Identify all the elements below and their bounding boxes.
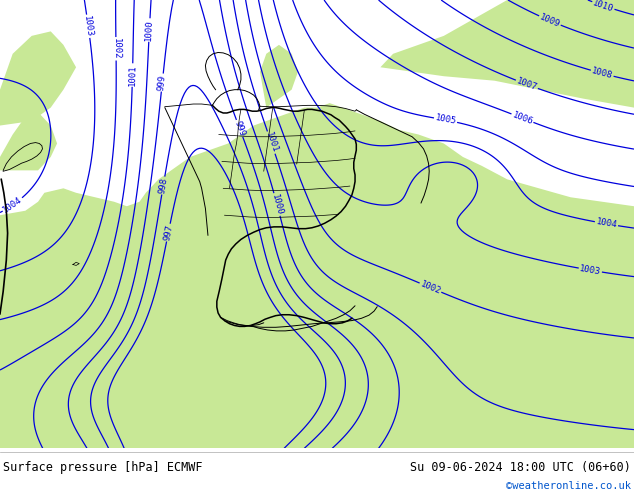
Text: 1004: 1004	[595, 218, 618, 230]
Text: 1001: 1001	[127, 64, 137, 86]
Text: 1003: 1003	[579, 264, 602, 276]
Text: 1000: 1000	[145, 19, 155, 41]
Text: 1000: 1000	[270, 193, 284, 216]
Text: Surface pressure [hPa] ECMWF: Surface pressure [hPa] ECMWF	[3, 461, 203, 474]
Text: 999: 999	[157, 74, 167, 91]
Text: 1008: 1008	[591, 66, 614, 80]
Text: 1006: 1006	[511, 110, 534, 126]
Text: 998: 998	[157, 177, 169, 194]
Text: ©weatheronline.co.uk: ©weatheronline.co.uk	[506, 481, 631, 490]
Polygon shape	[260, 45, 298, 108]
Text: 1002: 1002	[112, 38, 120, 60]
Polygon shape	[380, 0, 634, 108]
Text: 1009: 1009	[538, 12, 562, 29]
Text: 1005: 1005	[434, 114, 457, 126]
Polygon shape	[0, 112, 57, 171]
Text: 1007: 1007	[515, 76, 538, 93]
Polygon shape	[0, 31, 76, 125]
Text: 1002: 1002	[419, 279, 442, 296]
Text: 999: 999	[233, 119, 247, 138]
Text: 1004: 1004	[1, 195, 24, 215]
Polygon shape	[0, 103, 634, 448]
Text: Su 09-06-2024 18:00 UTC (06+60): Su 09-06-2024 18:00 UTC (06+60)	[410, 461, 631, 474]
Text: 997: 997	[162, 224, 174, 242]
Text: 1003: 1003	[82, 15, 94, 38]
Text: 1001: 1001	[264, 131, 279, 154]
Text: 1010: 1010	[592, 0, 615, 13]
